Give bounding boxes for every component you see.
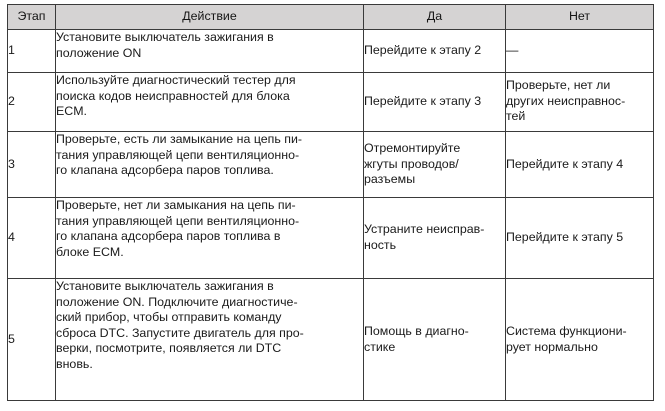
no-line: — bbox=[506, 43, 519, 58]
table-row: 1 Установите выключатель зажигания в пол… bbox=[7, 29, 654, 73]
action-line: го клапана адсорбера паров топлива в bbox=[56, 229, 281, 244]
cell-yes: Устраните неисправ- ность bbox=[363, 197, 506, 279]
cell-step-number: 4 bbox=[7, 197, 56, 279]
no-line: тей bbox=[506, 109, 526, 124]
cell-yes: Отремонтируйте жгуты проводов/ разъемы bbox=[363, 131, 506, 198]
action-line: Проверьте, есть ли замыкание на цепь пи- bbox=[56, 132, 303, 146]
action-line: ECM. bbox=[56, 104, 87, 119]
action-line: ский прибор, чтобы отправить команду bbox=[56, 310, 282, 325]
cell-action: Установите выключатель зажигания в полож… bbox=[55, 278, 364, 401]
column-header-step: Этап bbox=[7, 4, 56, 30]
cell-no: — bbox=[505, 29, 654, 73]
no-line: Перейдите к этапу 4 bbox=[506, 156, 624, 171]
no-line: других неисправнос- bbox=[506, 93, 626, 108]
yes-line: Помощь в диагно- bbox=[364, 323, 469, 338]
cell-action: Используйте диагностический тестер для п… bbox=[55, 72, 364, 132]
table-header: Этап Действие Да Нет bbox=[7, 4, 654, 30]
column-header-yes: Да bbox=[363, 4, 506, 30]
cell-step-number: 1 bbox=[7, 29, 56, 73]
action-line: тания управляющей цепи вентиляционно- bbox=[56, 147, 300, 162]
yes-line: Отремонтируйте bbox=[364, 141, 461, 156]
cell-yes: Перейдите к этапу 2 bbox=[363, 29, 506, 73]
yes-line: разъемы bbox=[364, 172, 416, 187]
diagnostic-table: Этап Действие Да Нет 1 Установите выключ… bbox=[7, 4, 654, 401]
cell-no: Перейдите к этапу 5 bbox=[505, 197, 654, 279]
cell-step-number: 5 bbox=[7, 278, 56, 401]
action-line: го клапана адсорбера паров топлива. bbox=[56, 163, 274, 178]
action-line: вновь. bbox=[56, 356, 93, 371]
yes-line: Перейдите к этапу 3 bbox=[364, 94, 482, 109]
cell-action: Установите выключатель зажигания в полож… bbox=[55, 29, 364, 73]
cell-step-number: 3 bbox=[7, 131, 56, 198]
column-header-action: Действие bbox=[55, 4, 364, 30]
no-line: Проверьте, нет ли bbox=[506, 78, 611, 92]
action-line: положение ON. Подключите диагностиче- bbox=[56, 294, 298, 309]
cell-action: Проверьте, нет ли замыкания на цепь пи- … bbox=[55, 197, 364, 279]
no-line: Система функциони- bbox=[506, 323, 627, 338]
cell-yes: Помощь в диагно- стике bbox=[363, 278, 506, 401]
cell-no: Проверьте, нет ли других неисправнос- те… bbox=[505, 72, 654, 132]
no-line: Перейдите к этапу 5 bbox=[506, 230, 624, 245]
yes-line: ность bbox=[364, 238, 397, 252]
no-line: рует нормально bbox=[506, 339, 598, 354]
action-line: положение ON bbox=[56, 45, 142, 60]
cell-step-number: 2 bbox=[7, 72, 56, 132]
action-line: Проверьте, нет ли замыкания на цепь пи- bbox=[56, 198, 296, 212]
table-row: 2 Используйте диагностический тестер для… bbox=[7, 72, 654, 132]
action-line: верки, посмотрите, появляется ли DTC bbox=[56, 341, 282, 356]
action-line: сброса DTC. Запустите двигатель для про- bbox=[56, 325, 304, 340]
cell-action: Проверьте, есть ли замыкание на цепь пи-… bbox=[55, 131, 364, 198]
action-line: тания управляющей цепи вентиляционно- bbox=[56, 213, 300, 228]
yes-line: Перейдите к этапу 2 bbox=[364, 43, 482, 58]
column-header-no: Нет bbox=[505, 4, 654, 30]
cell-no: Система функциони- рует нормально bbox=[505, 278, 654, 401]
action-line: Используйте диагностический тестер для bbox=[56, 73, 296, 87]
cell-no: Перейдите к этапу 4 bbox=[505, 131, 654, 198]
table-body: 1 Установите выключатель зажигания в пол… bbox=[7, 29, 654, 401]
yes-line: стике bbox=[364, 339, 396, 354]
header-row: Этап Действие Да Нет bbox=[7, 4, 654, 30]
table-row: 5 Установите выключатель зажигания в пол… bbox=[7, 278, 654, 401]
cell-yes: Перейдите к этапу 3 bbox=[363, 72, 506, 132]
action-line: поиска кодов неисправностей для блока bbox=[56, 88, 290, 103]
table-row: 3 Проверьте, есть ли замыкание на цепь п… bbox=[7, 131, 654, 198]
yes-line: жгуты проводов/ bbox=[364, 156, 459, 171]
yes-line: Устраните неисправ- bbox=[364, 222, 485, 237]
action-line: Установите выключатель зажигания в bbox=[56, 30, 274, 44]
table-row: 4 Проверьте, нет ли замыкания на цепь пи… bbox=[7, 197, 654, 279]
action-line: Установите выключатель зажигания в bbox=[56, 279, 274, 293]
action-line: блоке ECM. bbox=[56, 244, 124, 259]
